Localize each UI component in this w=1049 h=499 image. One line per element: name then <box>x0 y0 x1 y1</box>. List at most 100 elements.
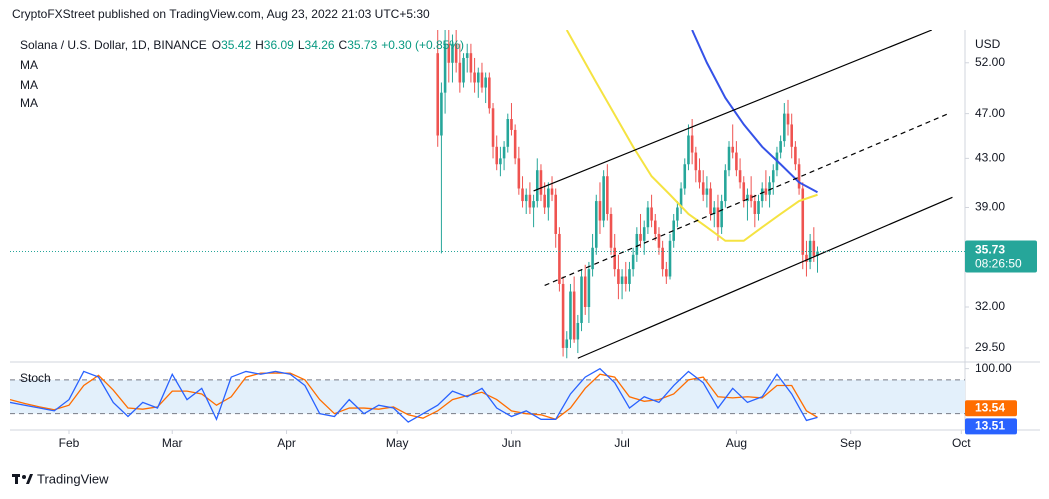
candle-body <box>521 188 524 202</box>
candle-body <box>569 291 572 340</box>
x-tick-label: Feb <box>59 436 80 450</box>
ohlc-value: 35.42 <box>221 38 251 52</box>
publisher: CryptoFXStreet published on TradingView.… <box>12 7 430 21</box>
candle-body <box>764 188 768 195</box>
candle-body <box>499 158 502 165</box>
candle-body <box>561 283 565 348</box>
ohlc-value: 36.09 <box>264 38 294 52</box>
candle-body <box>594 201 598 248</box>
indicator-label: MA <box>20 96 38 110</box>
x-tick-label: Aug <box>726 436 747 450</box>
candle-body <box>517 158 521 189</box>
stoch-line <box>10 367 818 423</box>
candle-body <box>768 182 771 195</box>
candle-body <box>565 339 569 348</box>
candle-body <box>591 247 594 270</box>
price-pane <box>10 30 965 359</box>
candle-body <box>683 164 687 189</box>
candle-body <box>760 188 764 202</box>
y-tick-label: 32.00 <box>975 299 1005 313</box>
indicator-label: MA <box>20 58 38 72</box>
candle-body <box>613 247 617 270</box>
candle-body <box>757 201 760 214</box>
candle-body <box>583 276 587 307</box>
candle-body <box>805 254 808 262</box>
candle-body <box>539 170 543 195</box>
candle-body <box>724 170 727 202</box>
candle-body <box>532 201 535 208</box>
candle-body <box>749 194 753 202</box>
y-tick-label: 47.00 <box>975 106 1005 120</box>
channel-line <box>533 30 933 192</box>
candle-body <box>506 119 510 147</box>
candle-body <box>558 233 561 284</box>
axis-label: USD <box>975 37 1001 51</box>
candle-body <box>462 57 465 83</box>
candle-body <box>705 188 709 195</box>
candle-body <box>746 194 749 202</box>
y-tick-label: 29.50 <box>975 340 1005 354</box>
candle-body <box>620 276 624 284</box>
candle-body <box>524 194 528 202</box>
candle-body <box>668 240 672 277</box>
candle-body <box>609 213 613 248</box>
candle-body <box>543 194 546 208</box>
candle-body <box>535 170 539 202</box>
candle-body <box>502 146 506 159</box>
ohlc-label: H <box>255 38 264 52</box>
candle-body <box>642 227 646 241</box>
candle-body <box>676 207 679 221</box>
candle-body <box>436 53 440 136</box>
candle-body <box>646 207 650 228</box>
candle-body <box>547 188 550 208</box>
value-tag-label: 13.51 <box>975 418 1005 432</box>
candle-body <box>639 233 642 241</box>
x-tick-label: Jun <box>502 436 521 450</box>
indicator-label: MA <box>20 78 38 92</box>
ohlc-label: L <box>298 38 305 52</box>
candle-body <box>812 240 816 256</box>
indicator-title: Stoch <box>20 371 51 385</box>
candle-body <box>731 146 734 153</box>
candle-body <box>657 233 661 248</box>
candle-body <box>694 152 698 171</box>
candle-body <box>528 194 532 208</box>
logo <box>12 474 33 484</box>
value-tag <box>965 418 1017 435</box>
last-price-label: 35.73 <box>975 243 1005 257</box>
candle-body <box>631 254 635 270</box>
stoch-pane <box>10 367 965 423</box>
symbol: Solana / U.S. Dollar, 1D, BINANCE <box>20 38 207 52</box>
candle-body <box>624 276 628 284</box>
candle-body <box>484 77 487 88</box>
candle-body <box>808 240 812 262</box>
candle-body <box>698 170 701 183</box>
candle-body <box>709 188 712 214</box>
x-tick-label: Mar <box>162 436 183 450</box>
ohlc-label: O <box>212 38 221 52</box>
candle-body <box>690 135 694 153</box>
x-tick-label: Jul <box>614 436 629 450</box>
candle-body <box>816 251 819 256</box>
legend-line: Solana / U.S. Dollar, 1D, BINANCE O35.42 H… <box>20 38 464 52</box>
candle-body <box>801 188 805 255</box>
y-tick-label: 43.00 <box>975 151 1005 165</box>
candle-body <box>572 291 576 340</box>
candle-body <box>580 276 583 323</box>
candle-body <box>650 207 653 221</box>
candle-body <box>476 72 480 83</box>
candle-body <box>628 269 631 284</box>
stoch-line <box>10 372 818 421</box>
candle-body <box>554 194 558 234</box>
candle-body <box>443 43 447 93</box>
change: +0.30 (+0.85%) <box>381 38 464 52</box>
candle-body <box>701 182 705 195</box>
candle-body <box>771 170 775 183</box>
candle-body <box>473 72 476 83</box>
candle-body <box>794 146 797 165</box>
x-tick-label: Oct <box>952 436 971 450</box>
candle-body <box>550 188 554 195</box>
candle-body <box>716 207 720 228</box>
